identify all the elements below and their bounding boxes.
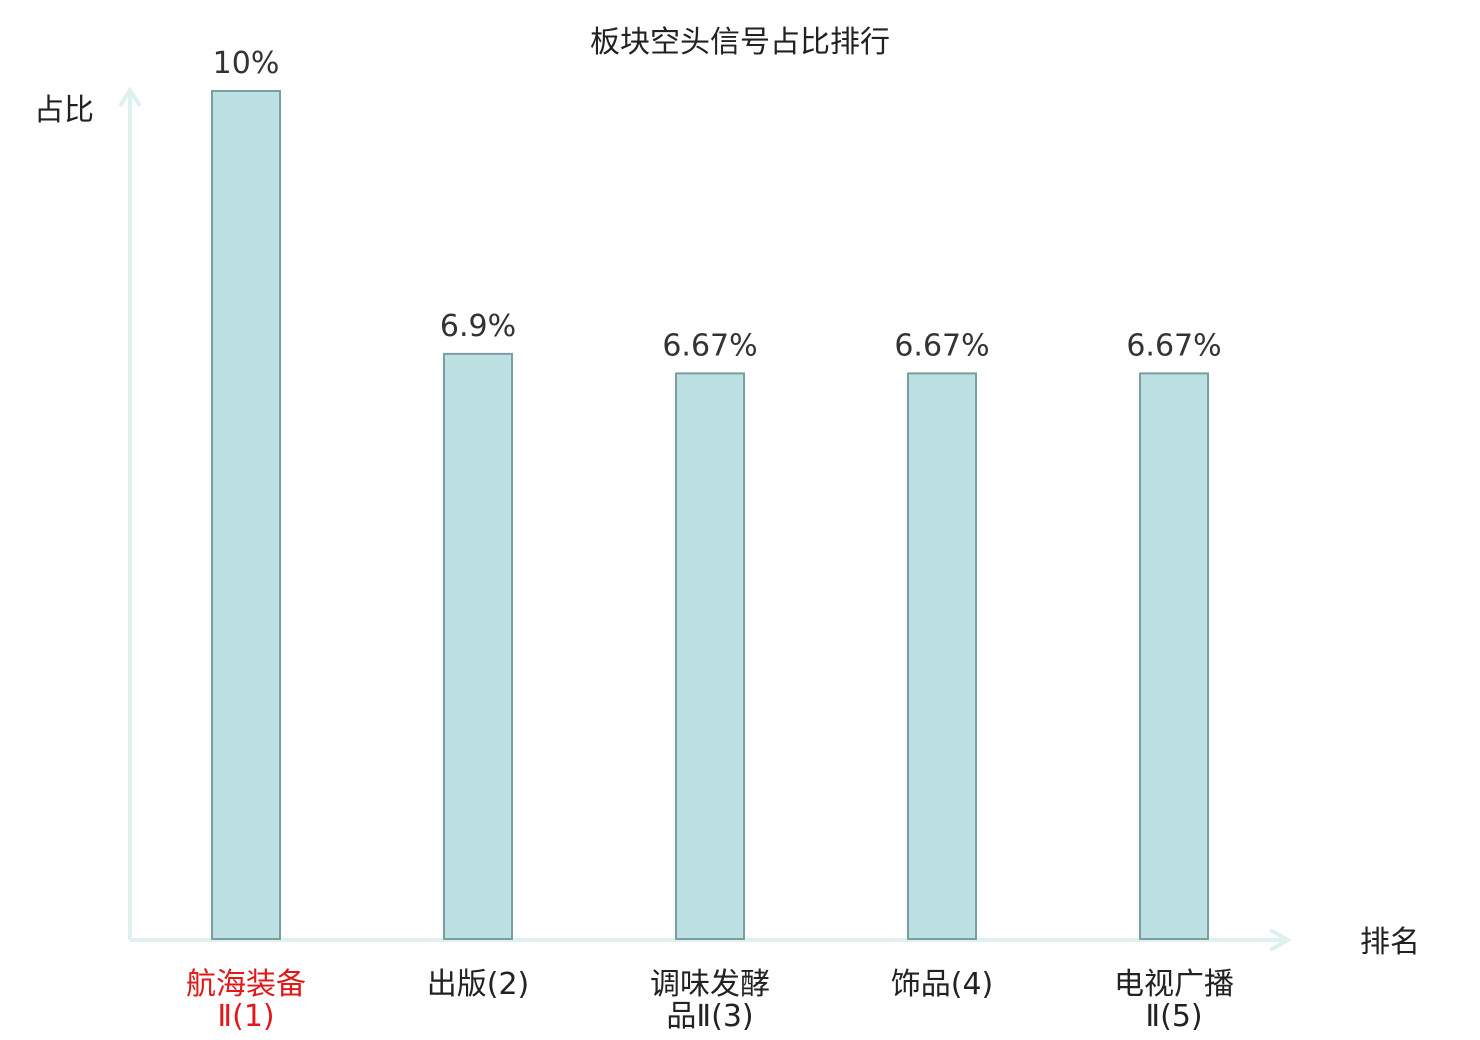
chart-title: 板块空头信号占比排行 — [590, 25, 890, 60]
category-label-5-line-1: 电视广播 — [1114, 967, 1234, 1002]
value-label-5: 6.67% — [1126, 328, 1221, 363]
category-label-4-line-1: 饰品(4) — [891, 967, 994, 1002]
category-label-1-line-2: Ⅱ(1) — [217, 999, 274, 1034]
value-label-2: 6.9% — [440, 309, 516, 344]
value-label-3: 6.67% — [662, 328, 757, 363]
category-label-3-line-2: 品Ⅱ(3) — [666, 999, 753, 1034]
category-label-1-line-1: 航海装备 — [186, 967, 306, 1002]
x-axis-label: 排名 — [1360, 925, 1420, 960]
value-labels-group: 10% 6.9% 6.67% 6.67% 6.67% — [213, 46, 1222, 363]
bar-5 — [1139, 372, 1209, 941]
bar-4 — [907, 372, 977, 941]
category-label-3-line-1: 调味发酵 — [650, 967, 770, 1002]
y-axis-label: 占比 — [34, 93, 94, 128]
category-label-5-line-2: Ⅱ(5) — [1145, 999, 1202, 1034]
bar-3 — [675, 372, 745, 941]
x-axis-arrow-icon — [1269, 928, 1293, 952]
value-label-4: 6.67% — [894, 328, 989, 363]
value-label-1: 10% — [213, 46, 280, 81]
y-axis-arrow-icon — [118, 86, 142, 108]
bar-2 — [443, 352, 513, 940]
category-label-2-line-1: 出版(2) — [427, 967, 530, 1002]
bar-1 — [211, 90, 281, 940]
bars-group — [211, 90, 1209, 941]
